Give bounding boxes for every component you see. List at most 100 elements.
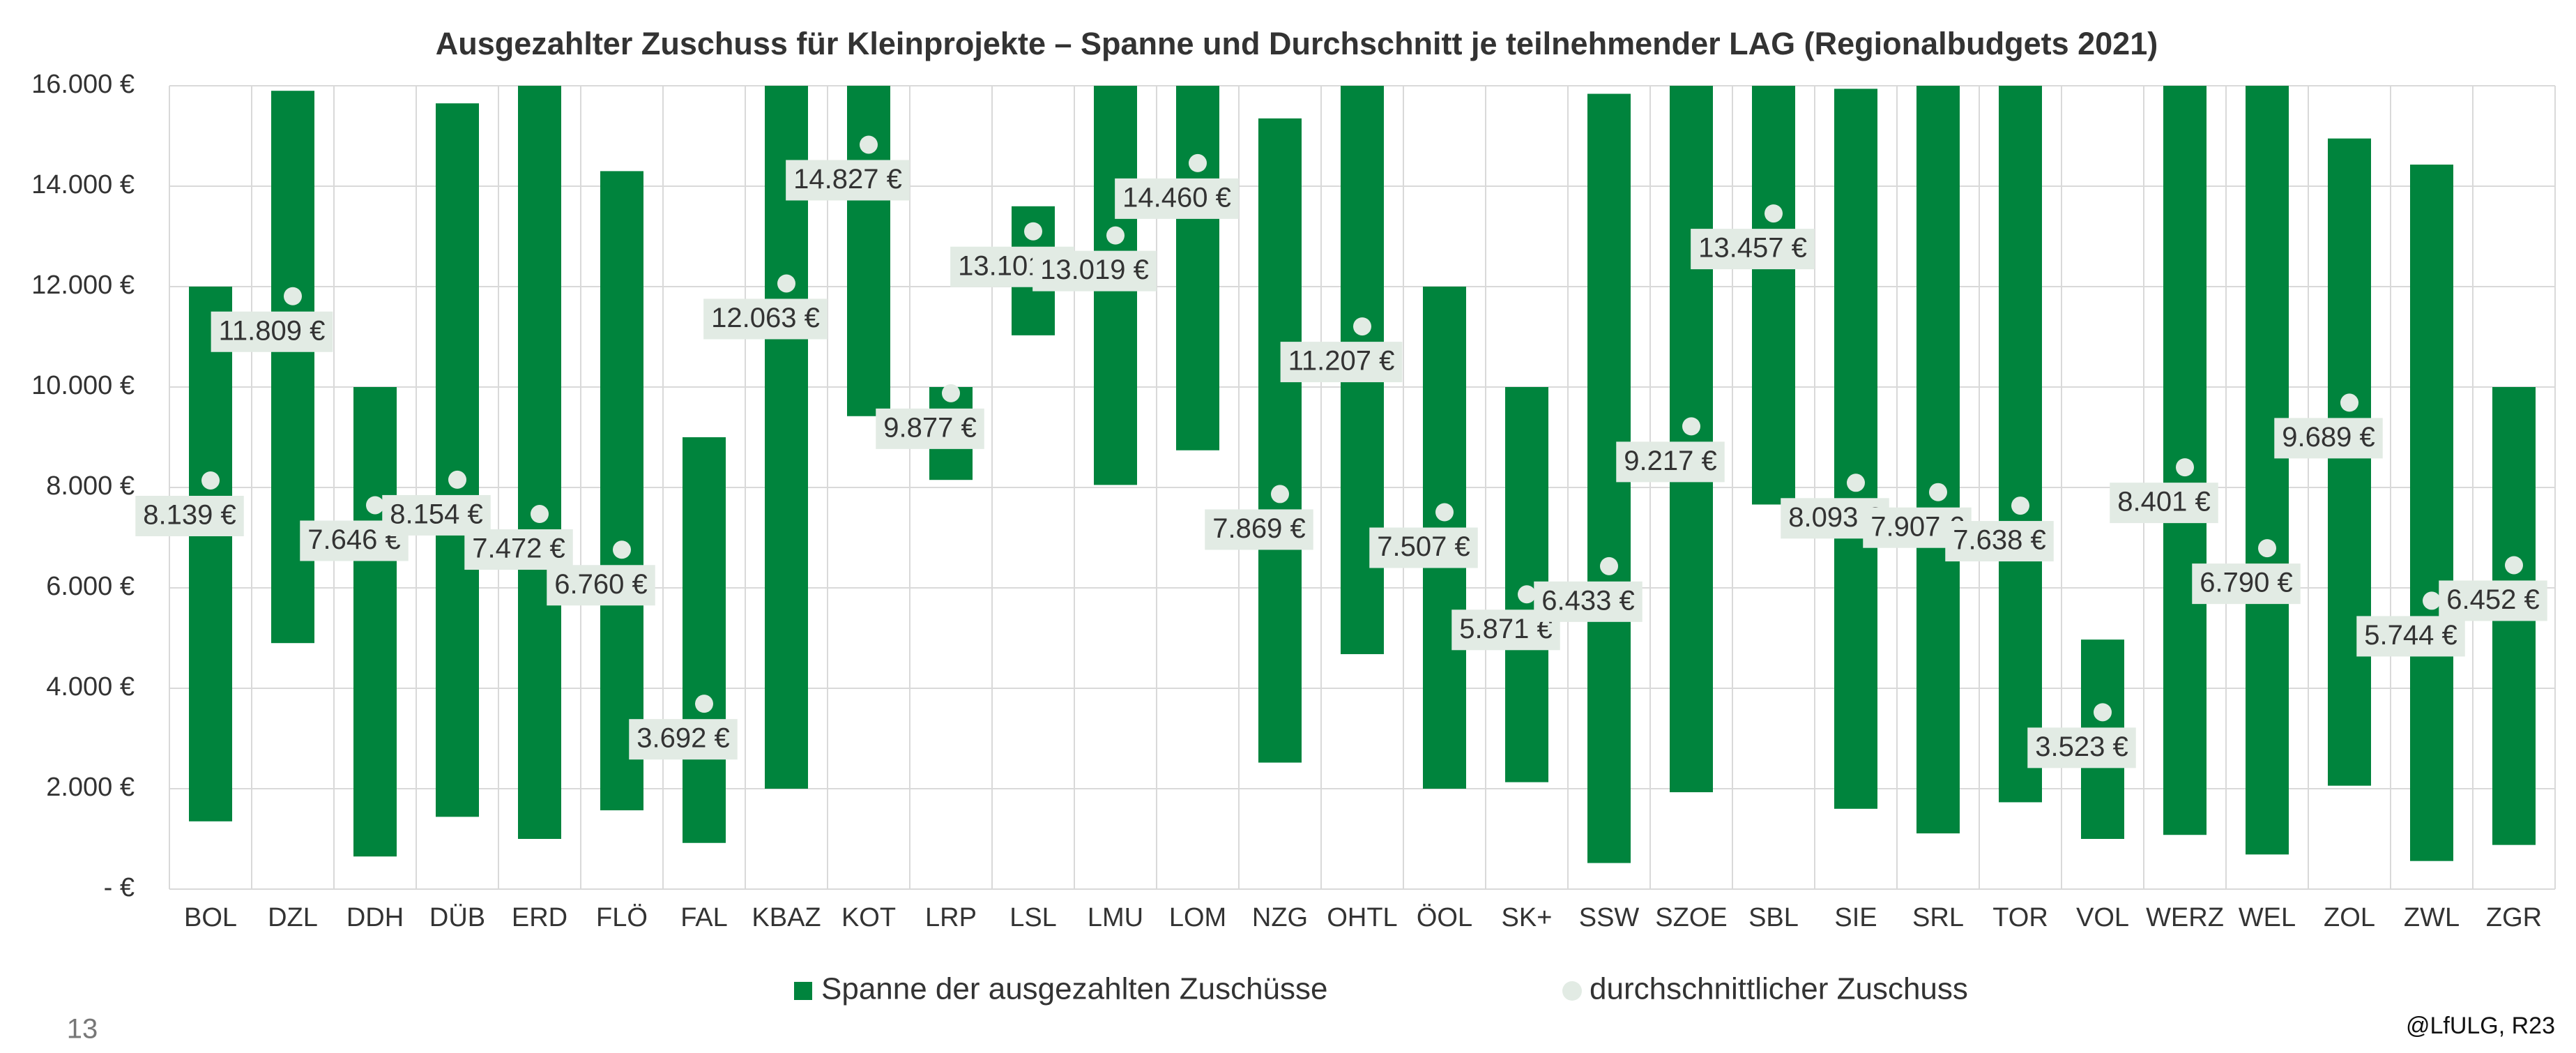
y-tick-label: 16.000 € xyxy=(31,70,135,99)
value-label: 6.760 € xyxy=(554,569,647,600)
value-label: 13.019 € xyxy=(1040,255,1149,285)
value-label-box xyxy=(1691,229,1815,270)
value-label: 11.809 € xyxy=(219,315,326,346)
legend-label: durchschnittlicher Zuschuss xyxy=(1590,972,1968,1006)
x-tick-label: KBAZ xyxy=(752,903,821,932)
x-tick-label: WERZ xyxy=(2146,903,2224,932)
x-tick-label: SSW xyxy=(1579,903,1640,932)
mean-dot xyxy=(366,496,384,515)
x-tick-label: SRL xyxy=(1912,903,1964,932)
range-bar xyxy=(1752,86,1795,505)
value-label-box xyxy=(382,494,491,536)
legend-swatch xyxy=(794,982,812,1000)
range-bar xyxy=(1834,89,1877,809)
x-tick-label: ERD xyxy=(512,903,567,932)
x-tick-label: SBL xyxy=(1748,903,1799,932)
x-tick-label: SK+ xyxy=(1502,903,1553,932)
mean-dot xyxy=(1682,417,1700,436)
mean-dot xyxy=(942,384,960,402)
value-label: 9.689 € xyxy=(2282,422,2375,453)
page-number: 13 xyxy=(67,1014,98,1045)
chart-title: Ausgezahlter Zuschuss für Kleinprojekte … xyxy=(436,26,2158,61)
y-tick-label: 6.000 € xyxy=(46,572,135,601)
mean-dot xyxy=(2011,497,2029,515)
value-label-box xyxy=(1115,178,1239,219)
value-label-box xyxy=(876,408,984,449)
value-label-box xyxy=(135,495,244,536)
value-label: 13.457 € xyxy=(1698,233,1807,264)
mean-dot xyxy=(860,135,878,154)
value-label-box xyxy=(1369,527,1478,568)
mean-dot xyxy=(1271,485,1289,503)
mean-dot xyxy=(2176,458,2194,477)
range-bar xyxy=(1258,118,1302,763)
range-bar xyxy=(518,86,561,839)
value-label-box xyxy=(2439,580,2547,621)
value-label-box xyxy=(464,529,573,570)
value-label-box xyxy=(2110,483,2218,524)
range-bar xyxy=(765,86,808,789)
value-label-box xyxy=(2192,563,2301,605)
value-label-box xyxy=(547,565,655,606)
value-label: 3.692 € xyxy=(637,723,729,754)
x-tick-label: LOM xyxy=(1169,903,1226,932)
x-tick-label: LRP xyxy=(925,903,977,932)
mean-dot xyxy=(1600,556,1618,575)
value-label-box xyxy=(2274,418,2383,459)
legend-swatch xyxy=(1562,981,1582,1001)
value-label-box xyxy=(703,298,828,340)
mean-dot xyxy=(531,505,549,524)
mean-dot xyxy=(2258,539,2276,558)
mean-dot xyxy=(2505,556,2523,575)
value-label: 7.869 € xyxy=(1212,513,1305,544)
value-label: 9.217 € xyxy=(1624,446,1716,476)
range-bar xyxy=(1670,86,1713,793)
value-label: 14.460 € xyxy=(1122,182,1231,213)
mean-dot xyxy=(1518,585,1536,604)
x-tick-label: ÖOL xyxy=(1417,903,1472,932)
range-bar xyxy=(2328,138,2371,786)
x-tick-label: OHTL xyxy=(1327,903,1397,932)
mean-dot xyxy=(284,287,302,305)
value-label-box xyxy=(1205,509,1313,550)
value-label: 7.507 € xyxy=(1377,531,1470,562)
x-tick-label: DDH xyxy=(346,903,404,932)
x-tick-label: KOT xyxy=(841,903,896,932)
mean-dot xyxy=(695,695,713,713)
value-label-box xyxy=(786,160,910,201)
value-label: 5.744 € xyxy=(2364,620,2457,651)
mean-dot xyxy=(1929,483,1947,501)
range-bar xyxy=(436,103,479,817)
x-tick-label: SIE xyxy=(1834,903,1877,932)
x-tick-label: ZWL xyxy=(2404,903,2460,932)
x-tick-label: ZGR xyxy=(2486,903,2542,932)
mean-dot xyxy=(1189,153,1207,172)
value-label: 3.523 € xyxy=(2035,732,2128,762)
mean-dot xyxy=(2094,703,2112,722)
x-tick-label: FAL xyxy=(680,903,728,932)
y-tick-label: 8.000 € xyxy=(46,471,135,501)
mean-dot xyxy=(1765,204,1783,223)
mean-dot xyxy=(1353,317,1371,336)
range-bar xyxy=(353,387,397,857)
range-bar xyxy=(847,86,890,416)
value-label: 8.401 € xyxy=(2117,487,2210,517)
mean-dot xyxy=(201,471,220,490)
x-tick-label: LSL xyxy=(1009,903,1057,932)
value-label: 6.452 € xyxy=(2446,584,2539,615)
value-label: 8.154 € xyxy=(390,499,482,529)
x-tick-label: ZOL xyxy=(2324,903,2375,932)
value-label: 6.790 € xyxy=(2200,568,2292,598)
x-tick-label: BOL xyxy=(184,903,237,932)
y-tick-label: 10.000 € xyxy=(31,371,135,400)
legend-label: Spanne der ausgezahlten Zuschüsse xyxy=(821,972,1328,1006)
range-bar xyxy=(1999,86,2042,803)
mean-dot xyxy=(2423,591,2441,610)
x-tick-label: LMU xyxy=(1088,903,1143,932)
x-tick-label: FLÖ xyxy=(596,903,648,932)
y-tick-label: 4.000 € xyxy=(46,672,135,702)
value-label: 9.877 € xyxy=(883,412,976,443)
value-label: 14.827 € xyxy=(793,164,902,195)
value-label-box xyxy=(2356,616,2465,657)
